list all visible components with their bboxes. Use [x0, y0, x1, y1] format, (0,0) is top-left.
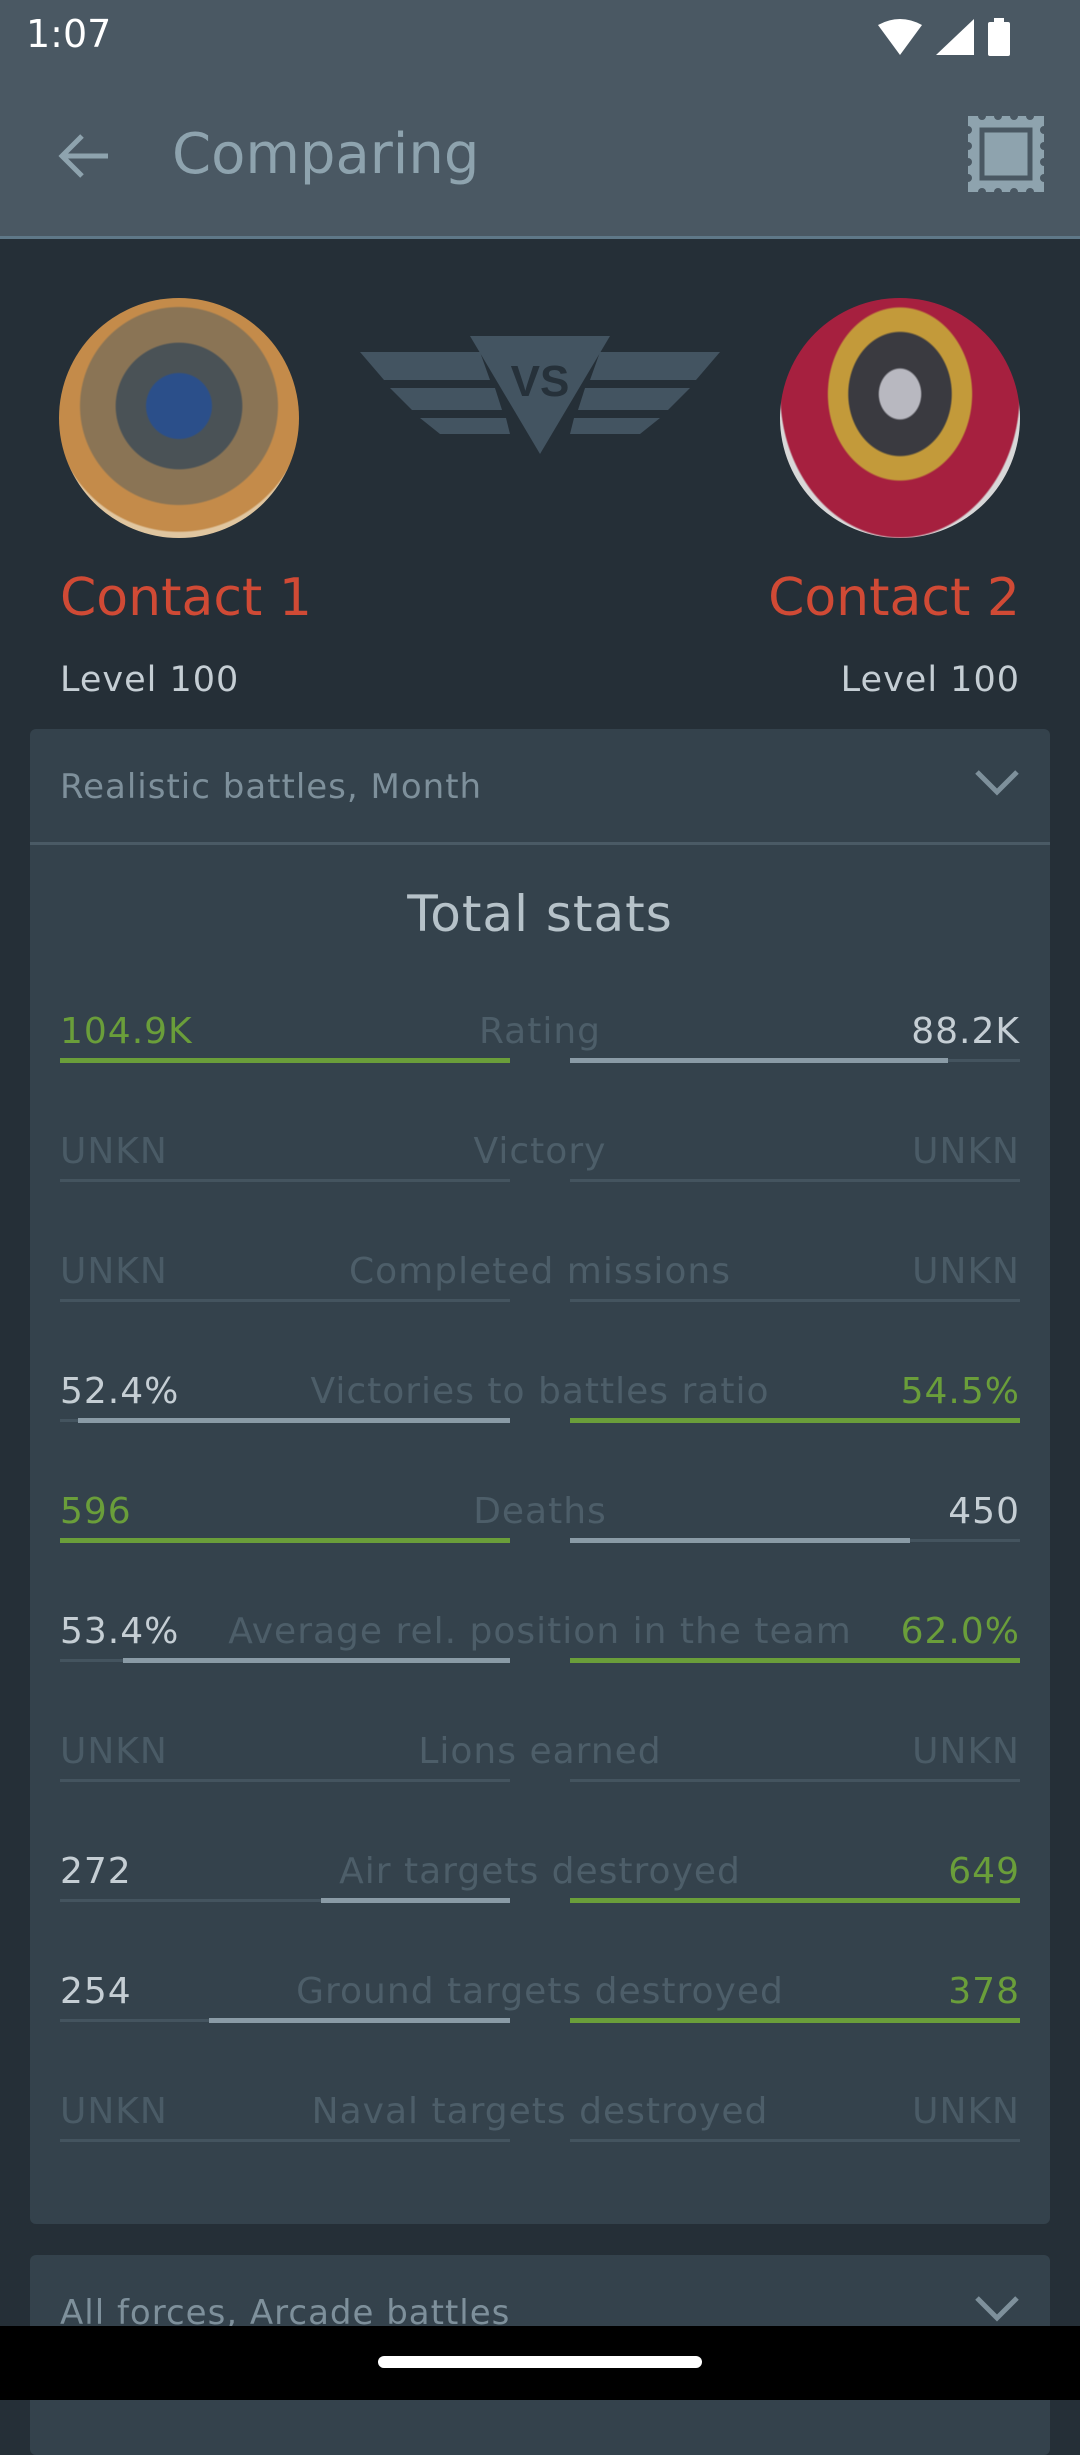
stat-left-value: 104.9K	[60, 1011, 193, 1052]
stat-label: Victories to battles ratio	[310, 1371, 770, 1412]
stat-left-value: 52.4%	[60, 1371, 180, 1412]
stat-row: UNKN Victory UNKN	[30, 1119, 1050, 1239]
status-bar: 1:07	[0, 0, 1080, 84]
stat-left-bar	[60, 1058, 510, 1063]
stat-right-value: 649	[948, 1851, 1020, 1892]
stat-left-bar	[60, 1418, 510, 1423]
stat-left-bar	[60, 1898, 510, 1903]
wifi-icon	[878, 19, 922, 55]
stat-left-bar	[60, 2139, 510, 2142]
stat-left-bar-fill	[60, 1058, 510, 1063]
vs-emblem-icon: VS	[360, 336, 720, 454]
stat-label: Air targets destroyed	[339, 1851, 741, 1892]
stat-left-bar-fill	[78, 1418, 510, 1423]
stat-row: 104.9K Rating 88.2K	[30, 999, 1050, 1119]
stat-left-bar-fill	[208, 2018, 510, 2023]
vs-label: VS	[511, 357, 570, 406]
player1-level: Level 100	[60, 660, 240, 700]
stat-left-bar	[60, 2018, 510, 2023]
stat-right-value: 62.0%	[900, 1611, 1020, 1652]
stat-right-bar-fill	[570, 1538, 910, 1543]
stat-left-value: 254	[60, 1971, 132, 2012]
stat-left-value: UNKN	[60, 1131, 168, 1172]
stat-right-bar	[570, 1898, 1020, 1903]
stat-left-value: 272	[60, 1851, 132, 1892]
player1-avatar	[59, 298, 299, 538]
stat-right-bar	[570, 1779, 1020, 1782]
stat-left-value: 596	[60, 1491, 132, 1532]
stat-right-bar	[570, 1538, 1020, 1543]
status-time: 1:07	[26, 12, 112, 56]
app-bar: Comparing	[0, 84, 1080, 239]
stat-row: UNKN Naval targets destroyed UNKN	[30, 2079, 1050, 2199]
stat-right-value: 54.5%	[900, 1371, 1020, 1412]
stat-right-value: UNKN	[912, 1251, 1020, 1292]
stamp-icon[interactable]	[968, 116, 1044, 192]
stat-right-bar	[570, 1658, 1020, 1663]
stat-left-value: 53.4%	[60, 1611, 180, 1652]
stat-label: Rating	[478, 1011, 602, 1052]
player1-name[interactable]: Contact 1	[60, 568, 312, 628]
stat-right-bar-fill	[570, 1418, 1020, 1423]
signal-icon	[936, 19, 974, 55]
stat-right-value: 88.2K	[911, 1011, 1020, 1052]
back-arrow-icon[interactable]	[56, 130, 112, 182]
stat-label: Average rel. position in the team	[228, 1611, 852, 1652]
stat-right-bar-fill	[570, 1058, 948, 1063]
stat-left-bar	[60, 1538, 510, 1543]
stat-label: Victory	[473, 1131, 607, 1172]
player2-level: Level 100	[840, 660, 1020, 700]
stat-right-bar-fill	[570, 1658, 1020, 1663]
stat-row: 254 Ground targets destroyed 378	[30, 1959, 1050, 2079]
stat-left-value: UNKN	[60, 1731, 168, 1772]
stat-left-bar-fill	[60, 1538, 510, 1543]
stat-label: Ground targets destroyed	[296, 1971, 784, 2012]
stat-left-bar-fill	[321, 1898, 510, 1903]
stat-row: 596 Deaths 450	[30, 1479, 1050, 1599]
stat-right-value: UNKN	[912, 1731, 1020, 1772]
stat-right-value: 378	[948, 1971, 1020, 2012]
stat-right-bar-fill	[570, 2018, 1020, 2023]
stat-right-value: 450	[948, 1491, 1020, 1532]
stat-right-value: UNKN	[912, 2091, 1020, 2132]
stat-right-bar	[570, 2139, 1020, 2142]
stat-left-bar	[60, 1779, 510, 1782]
home-handle[interactable]	[378, 2356, 702, 2368]
player2-avatar	[780, 298, 1020, 538]
stat-left-value: UNKN	[60, 2091, 168, 2132]
stat-right-value: UNKN	[912, 1131, 1020, 1172]
stat-row: 52.4% Victories to battles ratio 54.5%	[30, 1359, 1050, 1479]
stat-left-bar-fill	[123, 1658, 510, 1663]
stat-right-bar	[570, 2018, 1020, 2023]
stat-label: Naval targets destroyed	[311, 2091, 769, 2132]
stat-label: Completed missions	[349, 1251, 731, 1292]
stat-row: 53.4% Average rel. position in the team …	[30, 1599, 1050, 1719]
stat-left-bar	[60, 1179, 510, 1182]
stat-right-bar-fill	[570, 1898, 1020, 1903]
section-title: Total stats	[407, 885, 673, 943]
stat-label: Lions earned	[418, 1731, 662, 1772]
battery-icon	[988, 18, 1010, 56]
stat-right-bar	[570, 1299, 1020, 1302]
chevron-down-icon	[975, 2296, 1019, 2322]
stat-right-bar	[570, 1058, 1020, 1063]
page-title: Comparing	[172, 122, 480, 187]
stat-left-value: UNKN	[60, 1251, 168, 1292]
stat-row: UNKN Completed missions UNKN	[30, 1239, 1050, 1359]
stat-row: UNKN Lions earned UNKN	[30, 1719, 1050, 1839]
stat-right-bar	[570, 1418, 1020, 1423]
navigation-bar	[0, 2326, 1080, 2400]
total-stats-card: Realistic battles, Month Total stats 104…	[30, 729, 1050, 2224]
player2-name[interactable]: Contact 2	[768, 568, 1020, 628]
mode-dropdown-label: Realistic battles, Month	[60, 767, 483, 807]
stat-label: Deaths	[473, 1491, 607, 1532]
chevron-down-icon	[975, 770, 1019, 796]
stat-row: 272 Air targets destroyed 649	[30, 1839, 1050, 1959]
stats-list: 104.9K Rating 88.2K UNKN Victory UNKN UN…	[30, 999, 1050, 2199]
stat-left-bar	[60, 1299, 510, 1302]
mode-dropdown[interactable]: Realistic battles, Month	[30, 729, 1050, 845]
stat-right-bar	[570, 1179, 1020, 1182]
stat-left-bar	[60, 1658, 510, 1663]
